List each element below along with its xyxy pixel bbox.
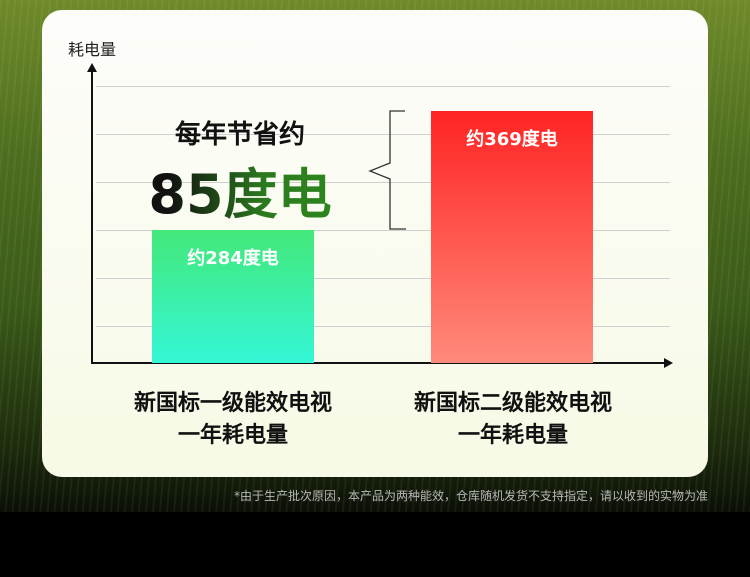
data-label-level2: 约369度电 xyxy=(466,129,558,150)
gridline xyxy=(96,326,670,327)
category-label-level2: 新国标二级能效电视 一年耗电量 xyxy=(373,388,653,452)
gridline xyxy=(96,182,670,183)
savings-bracket xyxy=(368,110,406,230)
gridline xyxy=(96,230,670,231)
savings-value: 85度电 xyxy=(120,150,360,229)
y-axis-label: 耗电量 xyxy=(68,40,117,59)
category-line: 新国标一级能效电视 xyxy=(133,391,332,416)
category-line: 一年耗电量 xyxy=(177,423,288,448)
gridline xyxy=(96,278,670,279)
gridline xyxy=(96,86,670,87)
category-line: 一年耗电量 xyxy=(457,423,568,448)
x-axis xyxy=(91,362,665,364)
bar-level2: 约369度电 xyxy=(431,111,593,363)
y-axis xyxy=(91,70,93,364)
data-label-level1: 约284度电 xyxy=(187,248,279,269)
savings-caption: 每年节省约 xyxy=(174,120,305,150)
category-label-level1: 新国标一级能效电视 一年耗电量 xyxy=(93,388,373,452)
footnote: *由于生产批次原因，本产品为两种能效，仓库随机发货不支持指定，请以收到的实物为准 xyxy=(233,489,708,503)
y-axis-arrow-icon xyxy=(87,63,97,72)
bar-level1: 约284度电 xyxy=(152,230,314,363)
x-axis-arrow-icon xyxy=(664,358,673,368)
category-line: 新国标二级能效电视 xyxy=(413,391,612,416)
gridline xyxy=(96,134,670,135)
